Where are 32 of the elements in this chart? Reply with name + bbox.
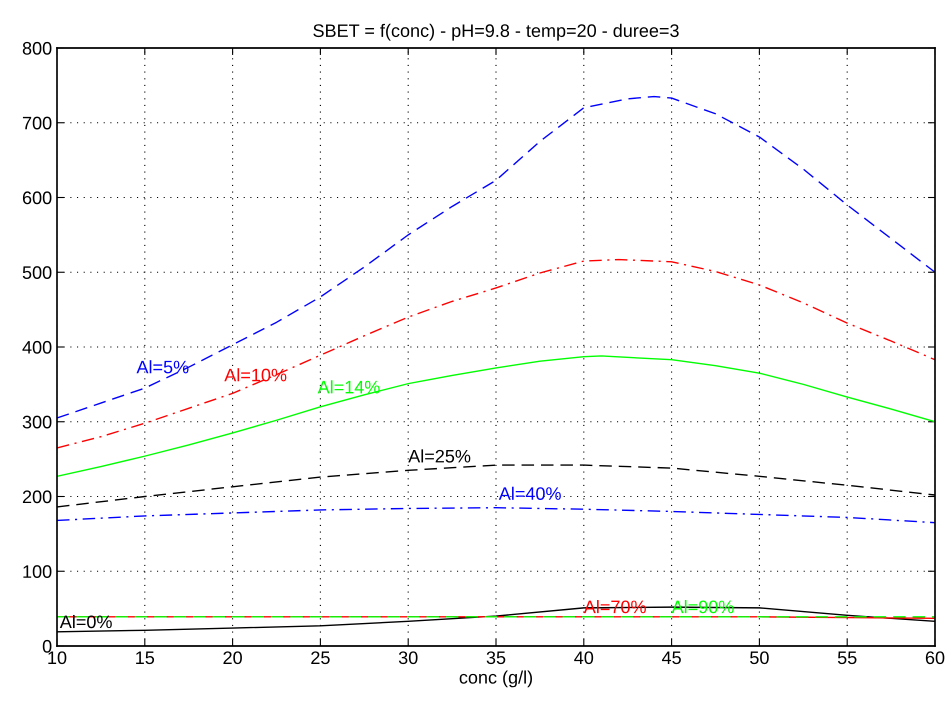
y-tick-label: 700 (22, 116, 52, 130)
y-tick-label: 100 (23, 565, 52, 578)
x-tick-label: 10 (48, 651, 66, 664)
x-tick-label: 60 (926, 651, 944, 664)
x-axis-title: conc (g/l) (460, 670, 532, 688)
x-tick-label: 50 (750, 651, 769, 664)
x-tick-label: 35 (486, 651, 506, 664)
x-tick-label: 30 (398, 651, 418, 664)
line-series (57, 258, 935, 449)
series-label: Al=40% (498, 486, 561, 500)
chart-title: SBET = f(conc) - pH=9.8 - temp=20 - duree=3 (313, 24, 679, 41)
x-tick-label: 15 (136, 652, 154, 664)
series-label: Al=25% (408, 449, 470, 463)
line-series (57, 355, 935, 478)
y-tick-label: 300 (22, 416, 52, 428)
y-tick-label: 0 (42, 640, 52, 653)
x-tick-label: 40 (574, 651, 594, 664)
y-tick-label: 400 (22, 340, 52, 354)
line-series (57, 507, 935, 524)
series-label: Al=0% (60, 614, 112, 628)
series-label: Al=5% (136, 360, 189, 374)
series-label: Al=10% (224, 368, 286, 382)
y-tick-label: 500 (22, 266, 52, 279)
x-tick-label: 55 (838, 652, 856, 664)
x-tick-label: 20 (223, 651, 242, 664)
series-label: Al=14% (318, 380, 380, 394)
y-tick-label: 600 (22, 191, 52, 204)
line-series (57, 96, 935, 419)
y-tick-label: 800 (22, 42, 52, 55)
y-tick-label: 200 (22, 490, 52, 504)
x-tick-label: 45 (662, 652, 681, 664)
x-tick-label: 25 (311, 651, 330, 664)
